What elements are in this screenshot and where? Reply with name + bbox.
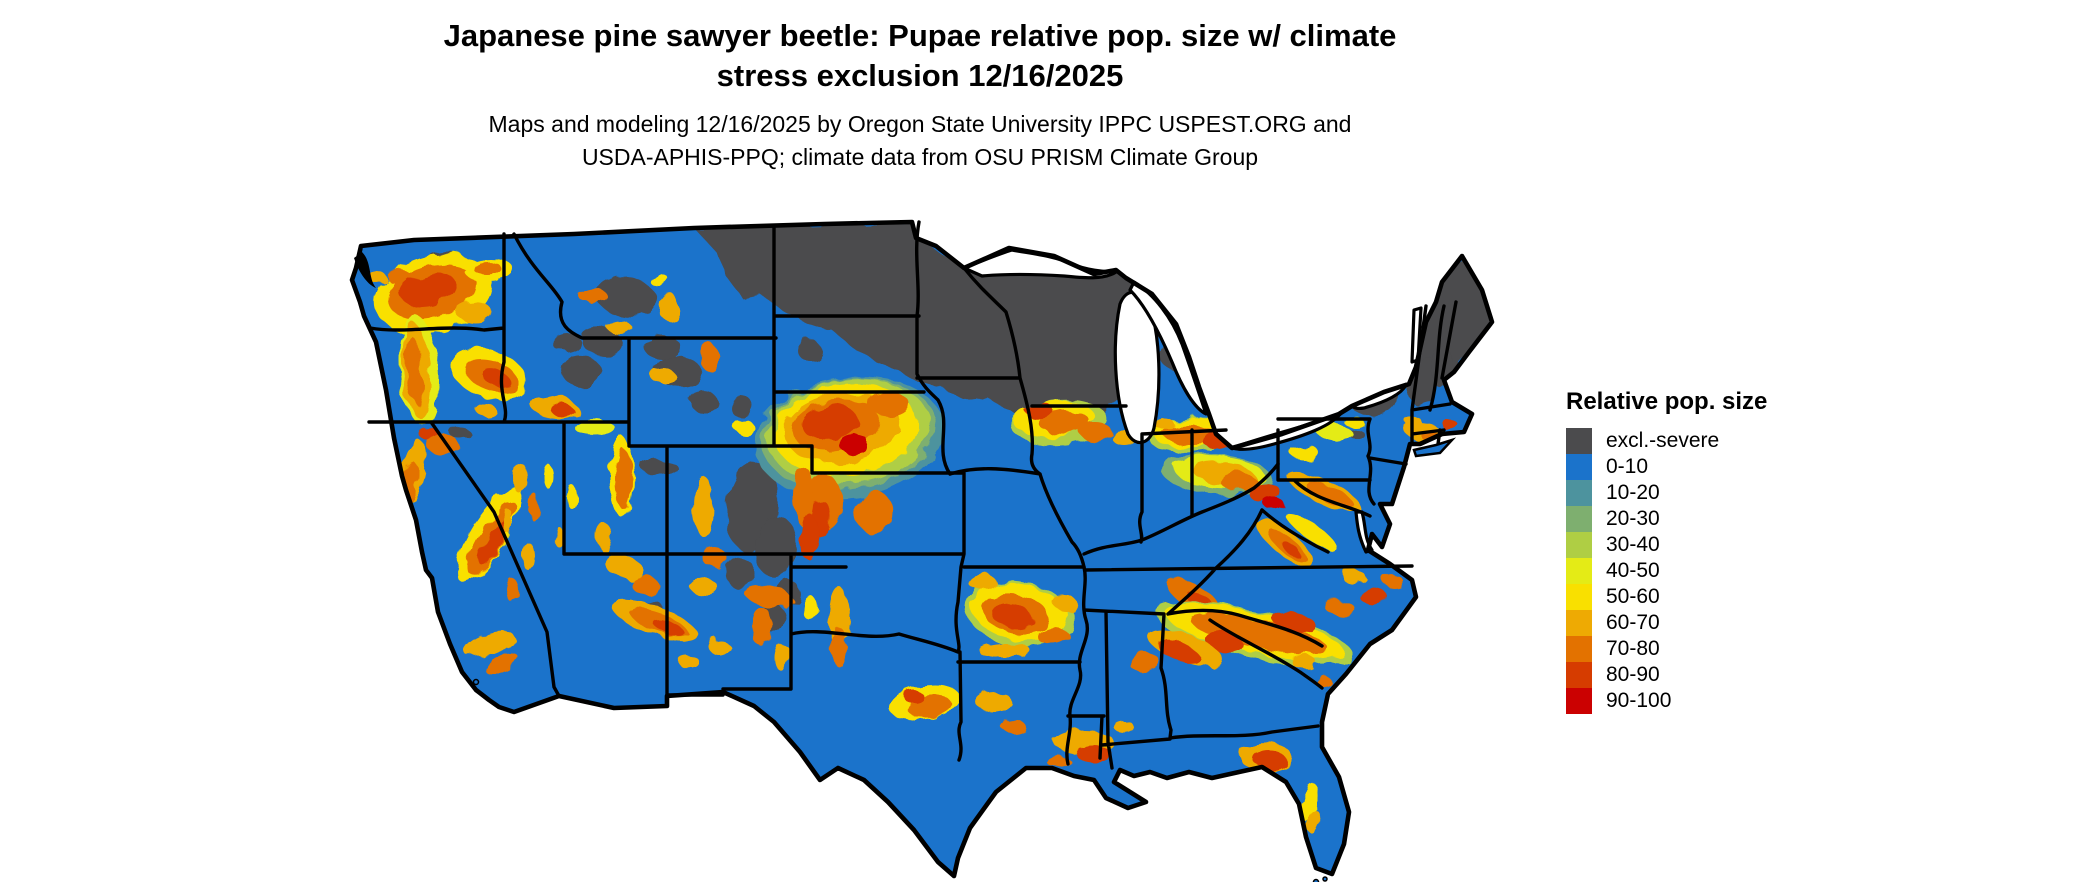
legend-label: 30-40 [1606, 533, 1660, 556]
us-map-svg [349, 219, 1495, 886]
legend-swatch [1566, 662, 1592, 688]
legend-swatch [1566, 688, 1592, 714]
legend-item: 80-90 [1566, 662, 1926, 688]
subtitle-line-1: Maps and modeling 12/16/2025 by Oregon S… [488, 111, 1352, 137]
legend: Relative pop. size excl.-severe 0-10 10-20… [1566, 388, 1926, 714]
legend-label: 0-10 [1606, 455, 1649, 478]
legend-swatch [1566, 636, 1592, 662]
us-land-base [352, 222, 1492, 876]
legend-label: 40-50 [1606, 559, 1660, 582]
legend-item: 60-70 [1566, 610, 1926, 636]
subtitle-line-2: USDA-APHIS-PPQ; climate data from OSU PR… [581, 144, 1259, 170]
legend-label: 10-20 [1606, 481, 1660, 504]
legend-swatch [1566, 480, 1592, 506]
page-subtitle: Maps and modeling 12/16/2025 by Oregon S… [250, 108, 1590, 174]
page-title: Japanese pine sawyer beetle: Pupae relat… [250, 16, 1590, 96]
legend-label: 90-100 [1606, 689, 1672, 712]
legend-item: 30-40 [1566, 532, 1926, 558]
legend-item: 0-10 [1566, 454, 1926, 480]
legend-label: excl.-severe [1606, 429, 1720, 452]
state-borders [367, 220, 1458, 770]
legend-swatch [1566, 584, 1592, 610]
hotspot-layer [366, 254, 1457, 834]
legend-label: 80-90 [1606, 663, 1660, 686]
legend-swatch [1566, 454, 1592, 480]
legend-item: 50-60 [1566, 584, 1926, 610]
legend-label: 20-30 [1606, 507, 1660, 530]
us-population-map [238, 182, 1530, 886]
legend-swatch [1566, 558, 1592, 584]
chesapeake-bay [1354, 510, 1374, 554]
legend-label: 70-80 [1606, 637, 1660, 660]
legend-item: 10-20 [1566, 480, 1926, 506]
florida-keys [1322, 876, 1328, 882]
legend-title: Relative pop. size [1566, 388, 1768, 415]
legend-swatch [1566, 610, 1592, 636]
legend-swatch [1566, 428, 1592, 454]
us-coast-outline [349, 219, 1495, 879]
legend-label: 60-70 [1606, 611, 1660, 634]
florida-keys [1312, 878, 1320, 886]
legend-item: 70-80 [1566, 636, 1926, 662]
legend-label: 50-60 [1606, 585, 1660, 608]
legend-swatch [1566, 506, 1592, 532]
legend-item: 90-100 [1566, 688, 1926, 714]
channel-islands [472, 678, 480, 686]
long-island [1412, 437, 1457, 458]
puget-sound [354, 252, 376, 288]
legend-item: 40-50 [1566, 558, 1926, 584]
title-line-2: stress exclusion 12/16/2025 [716, 58, 1124, 93]
legend-swatch [1566, 532, 1592, 558]
legend-item: 20-30 [1566, 506, 1926, 532]
title-line-1: Japanese pine sawyer beetle: Pupae relat… [443, 18, 1397, 53]
legend-item: excl.-severe [1566, 428, 1926, 454]
legend-items: excl.-severe 0-10 10-20 20-30 30-40 40-50 50-6… [1566, 428, 1926, 714]
